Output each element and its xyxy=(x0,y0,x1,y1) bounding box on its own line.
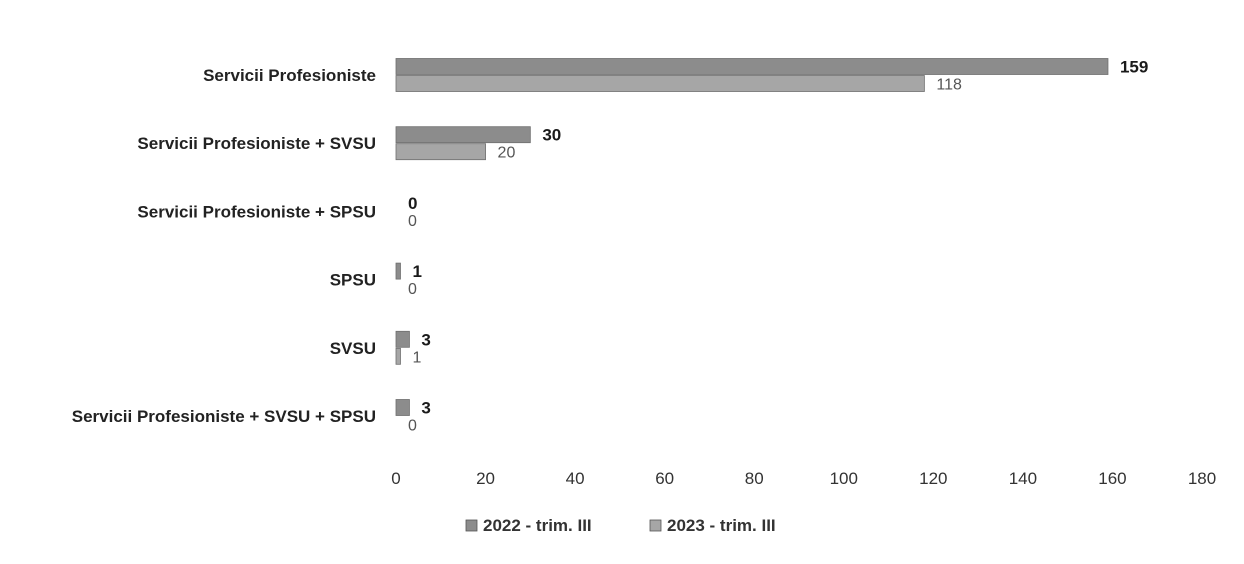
data-label: 118 xyxy=(936,77,962,94)
data-label: 0 xyxy=(408,281,417,298)
x-tick-label: 140 xyxy=(1009,469,1037,488)
bar-series-a xyxy=(395,58,1109,75)
legend-label: 2022 - trim. III xyxy=(483,516,592,535)
x-tick-label: 20 xyxy=(476,469,495,488)
x-tick-label: 160 xyxy=(1098,469,1126,488)
bars-group xyxy=(395,58,1109,416)
category-label: Servicii Profesioniste + SVSU + SPSU xyxy=(72,407,376,426)
legend: 2022 - trim. III 2023 - trim. III xyxy=(465,516,776,535)
x-tick-label: 80 xyxy=(745,469,764,488)
data-label: 0 xyxy=(408,418,417,435)
category-labels: Servicii Profesioniste Servicii Profesion… xyxy=(72,66,376,426)
data-label: 1 xyxy=(412,349,421,366)
bar-series-b xyxy=(395,347,401,365)
category-label: SPSU xyxy=(330,271,376,290)
bar-series-a xyxy=(395,399,410,416)
bar-series-b xyxy=(395,75,925,92)
x-tick-label: 100 xyxy=(830,469,858,488)
x-tick-label: 60 xyxy=(655,469,674,488)
category-label: Servicii Profesioniste + SPSU xyxy=(137,202,376,221)
category-label: Servicii Profesioniste xyxy=(203,66,376,85)
x-tick-label: 40 xyxy=(566,469,585,488)
legend-label: 2023 - trim. III xyxy=(667,516,776,535)
data-label: 20 xyxy=(498,145,516,162)
data-label: 0 xyxy=(408,213,417,230)
x-tick-label: 180 xyxy=(1188,469,1216,488)
category-label: Servicii Profesioniste + SVSU xyxy=(137,134,376,153)
data-label: 30 xyxy=(542,126,561,145)
bar-series-a xyxy=(395,262,401,280)
x-axis-ticks: 0 20 40 60 80 100 120 140 160 180 xyxy=(391,469,1216,488)
data-label: 0 xyxy=(408,194,417,213)
bar-series-b xyxy=(395,143,486,161)
x-tick-label: 0 xyxy=(391,469,400,488)
data-label: 3 xyxy=(421,330,430,349)
bar-series-a xyxy=(395,330,410,348)
category-label: SVSU xyxy=(330,339,376,358)
data-label: 159 xyxy=(1120,58,1148,77)
bar-series-a xyxy=(395,126,531,144)
legend-swatch xyxy=(465,519,478,532)
data-label: 3 xyxy=(421,399,430,418)
x-tick-label: 120 xyxy=(919,469,947,488)
data-label: 1 xyxy=(412,262,421,281)
legend-swatch xyxy=(649,519,662,532)
